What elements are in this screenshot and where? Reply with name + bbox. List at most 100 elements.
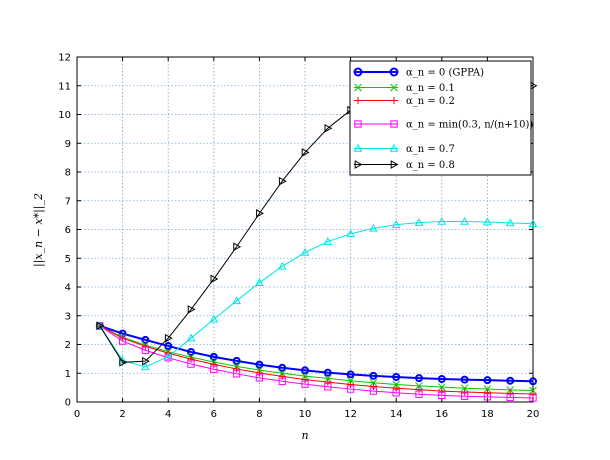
legend-item: α_n = min(0.3, n/(n+10)) — [354, 120, 533, 131]
data-point — [210, 360, 218, 368]
data-point — [209, 314, 219, 323]
data-point — [346, 376, 355, 385]
circle-marker — [353, 67, 363, 77]
y-tick-label: 5 — [65, 254, 71, 265]
legend-label: α_n = min(0.3, n/(n+10)) — [406, 120, 533, 131]
legend-label: α_n = 0.7 — [406, 144, 455, 155]
data-point — [369, 371, 378, 380]
series-line — [99, 325, 534, 391]
data-point — [278, 176, 287, 186]
data-point — [483, 389, 491, 397]
data-point — [324, 383, 332, 391]
data-point — [255, 278, 264, 286]
data-point — [119, 357, 128, 367]
data-point — [210, 274, 219, 284]
square-marker — [354, 120, 362, 128]
data-point — [528, 219, 538, 228]
data-point — [301, 380, 309, 388]
data-point — [323, 368, 332, 377]
x-tick-label: 14 — [390, 409, 403, 420]
x-axis-label: n — [301, 429, 308, 442]
data-point — [232, 356, 241, 365]
data-point — [324, 123, 333, 133]
data-point — [255, 360, 264, 369]
series-group — [95, 79, 538, 402]
y-tick-label: 10 — [58, 110, 71, 121]
series-4 — [95, 216, 538, 371]
data-point — [142, 356, 150, 366]
x-tick-label: 20 — [527, 409, 540, 420]
data-point — [437, 375, 446, 383]
data-point — [483, 376, 492, 385]
x-tick-label: 0 — [74, 409, 80, 420]
data-point — [187, 305, 196, 314]
x-tick-label: 18 — [481, 409, 494, 420]
x-marker — [354, 83, 362, 92]
data-point — [506, 376, 515, 385]
y-tick-label: 0 — [65, 398, 71, 409]
y-tick-label: 12 — [58, 53, 71, 64]
legend-label: α_n = 0.2 — [406, 96, 455, 107]
data-point — [369, 382, 377, 390]
x-tick-label: 8 — [256, 409, 262, 420]
legend-item: α_n = 0.1 — [354, 83, 455, 94]
y-tick-label: 4 — [65, 283, 71, 294]
data-point — [461, 388, 469, 396]
plus-marker — [354, 97, 362, 104]
data-point — [505, 218, 515, 227]
legend-item: α_n = 0 (GPPA) — [353, 67, 484, 79]
data-point — [460, 392, 469, 400]
data-point — [414, 218, 424, 226]
data-point — [164, 333, 173, 343]
data-point — [301, 148, 310, 157]
data-point — [460, 216, 469, 225]
data-point — [460, 375, 469, 384]
y-tick-label: 3 — [65, 311, 71, 322]
data-point — [392, 384, 400, 392]
data-point — [392, 389, 400, 397]
y-tick-label: 8 — [65, 168, 71, 179]
triangle-up-marker — [389, 143, 399, 152]
data-point — [277, 261, 287, 270]
data-point — [437, 383, 446, 391]
data-point — [187, 347, 195, 356]
data-point — [529, 377, 537, 386]
y-tick-label: 7 — [65, 196, 71, 207]
data-point — [300, 247, 310, 256]
circle-marker — [389, 67, 399, 77]
data-point — [95, 321, 105, 330]
legend-item: α_n = 0.8 — [354, 160, 455, 171]
legend-item: α_n = 0.2 — [354, 96, 455, 107]
data-point — [415, 374, 423, 383]
series-1 — [95, 321, 537, 395]
data-point — [483, 385, 492, 393]
data-point — [460, 384, 469, 393]
data-point — [232, 296, 241, 305]
data-point — [415, 382, 423, 390]
series-2 — [96, 322, 537, 398]
data-point — [233, 242, 242, 252]
data-point — [255, 369, 263, 377]
data-point — [369, 223, 378, 232]
data-point — [164, 341, 173, 350]
triangle-right-marker — [390, 160, 399, 169]
legend-item: α_n = 0.7 — [353, 143, 455, 155]
data-point — [187, 360, 195, 368]
data-point — [369, 387, 378, 395]
data-point — [438, 391, 446, 400]
data-point — [324, 378, 332, 386]
x-tick-label: 16 — [435, 409, 448, 420]
series-line — [99, 220, 534, 368]
data-point — [232, 370, 241, 378]
data-point — [529, 394, 537, 402]
data-point — [255, 374, 264, 382]
plus-marker — [390, 97, 398, 104]
legend-box — [349, 60, 532, 176]
data-point — [437, 216, 447, 225]
data-point — [346, 229, 355, 238]
data-point — [301, 366, 309, 375]
x-tick-label: 6 — [211, 409, 217, 420]
data-point — [141, 346, 150, 354]
y-tick-label: 2 — [65, 340, 71, 351]
